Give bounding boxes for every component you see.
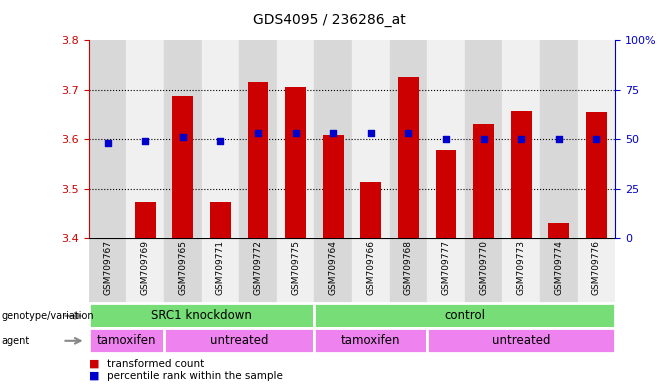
- Bar: [398, 78, 418, 238]
- Bar: [427, 328, 615, 353]
- Text: GSM709774: GSM709774: [554, 240, 563, 295]
- Point: [478, 136, 489, 142]
- Bar: [135, 202, 155, 238]
- Bar: [247, 82, 268, 238]
- Point: [140, 138, 151, 144]
- Bar: [465, 40, 503, 238]
- Text: GSM709773: GSM709773: [517, 240, 526, 295]
- Bar: [352, 40, 390, 238]
- Bar: [286, 87, 306, 238]
- Text: GSM709775: GSM709775: [291, 240, 300, 295]
- Bar: [540, 238, 578, 303]
- Point: [441, 136, 451, 142]
- Point: [553, 136, 564, 142]
- Text: agent: agent: [1, 336, 30, 346]
- Bar: [315, 238, 352, 303]
- Bar: [89, 303, 315, 328]
- Bar: [549, 223, 569, 238]
- Bar: [164, 238, 201, 303]
- Point: [253, 130, 263, 136]
- Text: genotype/variation: genotype/variation: [1, 311, 94, 321]
- Bar: [277, 238, 315, 303]
- Bar: [164, 328, 315, 353]
- Bar: [390, 40, 427, 238]
- Point: [178, 134, 188, 140]
- Text: transformed count: transformed count: [107, 359, 205, 369]
- Text: GDS4095 / 236286_at: GDS4095 / 236286_at: [253, 13, 405, 27]
- Text: tamoxifen: tamoxifen: [97, 334, 156, 347]
- Point: [328, 130, 338, 136]
- Point: [516, 136, 526, 142]
- Text: tamoxifen: tamoxifen: [341, 334, 401, 347]
- Text: untreated: untreated: [210, 334, 268, 347]
- Point: [103, 140, 113, 146]
- Text: ■: ■: [89, 371, 99, 381]
- Bar: [511, 111, 532, 238]
- Bar: [503, 238, 540, 303]
- Text: GSM709771: GSM709771: [216, 240, 225, 295]
- Text: GSM709765: GSM709765: [178, 240, 188, 295]
- Bar: [323, 135, 343, 238]
- Point: [290, 130, 301, 136]
- Bar: [126, 40, 164, 238]
- Bar: [126, 238, 164, 303]
- Text: GSM709767: GSM709767: [103, 240, 112, 295]
- Bar: [503, 40, 540, 238]
- Bar: [578, 238, 615, 303]
- Bar: [315, 40, 352, 238]
- Text: untreated: untreated: [492, 334, 551, 347]
- Text: GSM709764: GSM709764: [329, 240, 338, 295]
- Bar: [210, 202, 231, 238]
- Bar: [352, 238, 390, 303]
- Bar: [89, 238, 126, 303]
- Bar: [277, 40, 315, 238]
- Text: GSM709766: GSM709766: [367, 240, 375, 295]
- Point: [366, 130, 376, 136]
- Bar: [578, 40, 615, 238]
- Bar: [473, 124, 494, 238]
- Point: [591, 136, 601, 142]
- Bar: [390, 238, 427, 303]
- Text: control: control: [444, 310, 486, 322]
- Bar: [164, 40, 201, 238]
- Bar: [436, 150, 457, 238]
- Text: GSM709777: GSM709777: [442, 240, 451, 295]
- Text: GSM709769: GSM709769: [141, 240, 150, 295]
- Bar: [427, 40, 465, 238]
- Bar: [540, 40, 578, 238]
- Text: ■: ■: [89, 359, 99, 369]
- Text: SRC1 knockdown: SRC1 knockdown: [151, 310, 252, 322]
- Point: [215, 138, 226, 144]
- Bar: [315, 303, 615, 328]
- Bar: [89, 40, 126, 238]
- Text: percentile rank within the sample: percentile rank within the sample: [107, 371, 283, 381]
- Bar: [315, 328, 427, 353]
- Bar: [361, 182, 381, 238]
- Bar: [201, 238, 240, 303]
- Text: GSM709772: GSM709772: [253, 240, 263, 295]
- Point: [403, 130, 414, 136]
- Bar: [89, 328, 164, 353]
- Text: GSM709770: GSM709770: [479, 240, 488, 295]
- Text: GSM709776: GSM709776: [592, 240, 601, 295]
- Bar: [201, 40, 240, 238]
- Bar: [240, 40, 277, 238]
- Bar: [240, 238, 277, 303]
- Bar: [427, 238, 465, 303]
- Bar: [586, 112, 607, 238]
- Bar: [172, 96, 193, 238]
- Text: GSM709768: GSM709768: [404, 240, 413, 295]
- Bar: [465, 238, 503, 303]
